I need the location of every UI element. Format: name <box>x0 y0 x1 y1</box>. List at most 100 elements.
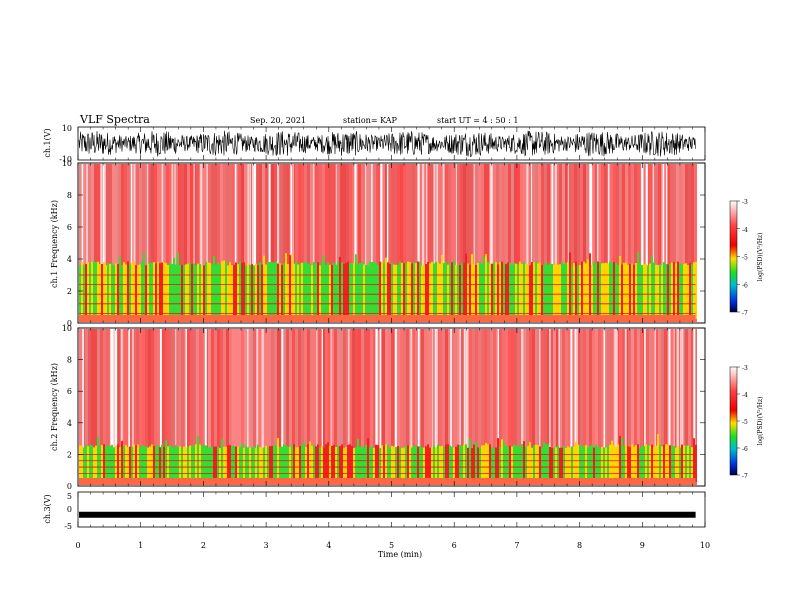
spectrogram-streak <box>81 164 84 322</box>
spectrogram-band-cell <box>373 262 375 319</box>
spectrogram-column <box>178 329 181 485</box>
spectrogram-band-cell <box>147 447 149 482</box>
spectrogram-band-cell <box>277 263 279 319</box>
spectrogram-column <box>517 164 520 322</box>
spectrogram-band-cell <box>563 445 565 482</box>
spectrogram-band-cell <box>623 262 625 319</box>
spectrogram-band-cell <box>349 263 351 319</box>
spectrogram-band-cell <box>371 262 373 319</box>
spectrogram-column <box>466 164 469 322</box>
spectrogram-band-cell <box>101 444 103 482</box>
spectrogram-band-cell <box>91 445 93 482</box>
spectrogram-band-cell <box>351 262 353 319</box>
spectrogram-band-cell <box>141 445 143 482</box>
spectrogram-band-cell <box>581 261 583 319</box>
spectrogram-band-cell <box>127 447 129 482</box>
spectrogram-column <box>181 329 184 485</box>
spectrogram-column <box>691 329 694 485</box>
spectrogram-column <box>514 164 517 322</box>
spectrogram-streak <box>491 164 493 322</box>
spectrogram-band-cell <box>103 262 105 319</box>
spectrogram-column <box>112 164 115 322</box>
spectrogram-column <box>574 164 577 322</box>
spectrogram-streak <box>100 164 103 322</box>
spectrogram-streak <box>574 329 577 485</box>
spectrogram-streak <box>567 164 569 322</box>
spectrogram-column <box>565 164 568 322</box>
spectrogram-column <box>118 164 121 322</box>
spectrogram-band-cell <box>373 447 375 482</box>
spectrogram-band-cell <box>541 265 543 319</box>
spectrogram-column <box>652 329 655 485</box>
ch2-spectrogram-ylabel: ch.2 Frequency (kHz) <box>50 363 59 451</box>
spectrogram-band-cell <box>335 264 337 319</box>
spectrogram-column <box>430 329 433 485</box>
spectrogram-band-cell <box>597 446 599 482</box>
spectrogram-band-cell <box>583 445 585 482</box>
spectrogram-band-cell <box>265 264 267 319</box>
spectrogram-band-cell <box>407 445 409 482</box>
x-axis: 0 1 2 3 4 5 6 7 8 9 10 <box>75 127 710 550</box>
spectrogram-streak <box>159 329 162 485</box>
spectrogram-streak <box>316 329 318 485</box>
spectrogram-band-cell <box>237 264 239 319</box>
spectrogram-streak <box>436 164 438 322</box>
spectrogram-column <box>118 329 121 485</box>
spectrogram-column <box>511 329 514 485</box>
spectrogram-column <box>235 329 238 485</box>
spectrogram-band-cell <box>457 264 459 319</box>
spectrogram-band-cell <box>609 261 611 319</box>
spectrogram-band-cell <box>471 448 473 482</box>
spectrogram-band-cell <box>421 265 423 319</box>
spectrogram-column <box>124 164 127 322</box>
spectrogram-column <box>523 329 526 485</box>
spectrogram-column <box>430 164 433 322</box>
colorbar-tick-label: -4 <box>742 227 748 234</box>
spectrogram-band-cell <box>345 446 347 482</box>
x-tick-label: 2 <box>201 541 206 550</box>
spectrogram-band-cell <box>463 262 465 319</box>
spectrogram-band-cell <box>239 447 241 482</box>
spectrogram-column <box>520 164 523 322</box>
spectrogram-band-cell <box>301 445 303 482</box>
spectrogram-band-cell <box>651 255 653 319</box>
spectrogram-column <box>94 329 97 485</box>
spectrogram-band-cell <box>603 263 605 319</box>
spectrogram-streak <box>261 329 264 485</box>
spectrogram-column <box>142 329 145 485</box>
x-tick-label: 7 <box>514 541 519 550</box>
spectrogram-band-cell <box>525 446 527 482</box>
spectrogram-streak <box>644 329 646 485</box>
spectrogram-band-cell <box>469 264 471 319</box>
spectrogram-column <box>610 329 613 485</box>
spectrogram-band-cell <box>621 437 623 482</box>
spectrogram-band-cell <box>93 447 95 482</box>
spectrogram-band-cell <box>415 263 417 319</box>
spectrogram-band-cell <box>625 444 627 482</box>
spectrogram-column <box>568 329 571 485</box>
spectrogram-column <box>595 164 598 322</box>
spectrogram-band-cell <box>541 447 543 482</box>
spectrogram-streak <box>348 329 350 485</box>
spectrogram-band-cell <box>267 447 269 482</box>
spectrogram-band-cell <box>207 262 209 319</box>
spectrogram-band-cell <box>85 264 87 319</box>
spectrogram-column <box>637 164 640 322</box>
spectrogram-column <box>658 329 661 485</box>
spectrogram-band-cell <box>509 446 511 482</box>
spectrogram-band-cell <box>163 262 165 319</box>
spectrogram-band-cell <box>273 262 275 319</box>
spectrogram-streak <box>132 329 134 485</box>
spectrogram-band-cell <box>197 263 199 319</box>
spectrogram-band-cell <box>243 447 245 482</box>
spectrogram-band-cell <box>453 260 455 319</box>
spectrogram-band-cell <box>555 263 557 319</box>
spectrogram-band-cell <box>229 262 231 319</box>
spectrogram-band-cell <box>261 264 263 319</box>
spectrogram-band-cell <box>565 262 567 319</box>
spectrogram-band-cell <box>467 263 469 319</box>
spectrogram-column <box>100 329 103 485</box>
spectrogram-band-cell <box>655 264 657 319</box>
spectrogram-band-cell <box>337 445 339 482</box>
spectrogram-band-cell <box>235 446 237 482</box>
